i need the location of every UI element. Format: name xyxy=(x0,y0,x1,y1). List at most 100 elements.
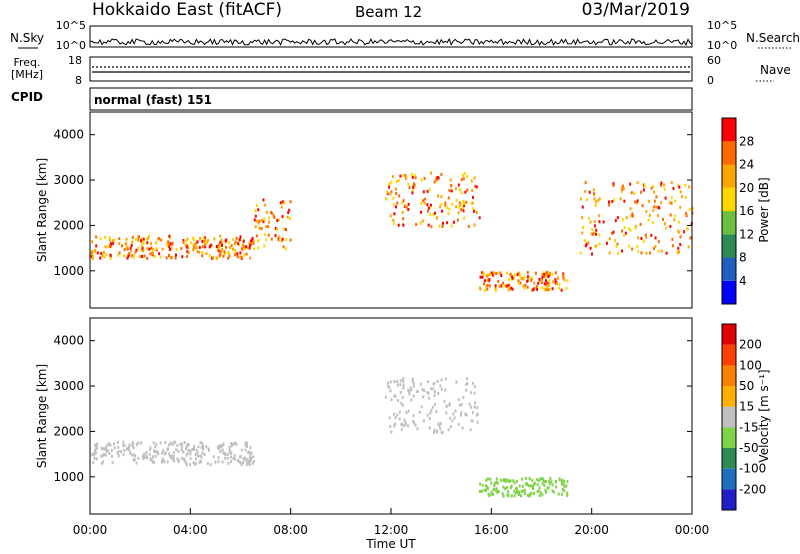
colorbar-tick-label: -200 xyxy=(739,482,766,496)
data-cell xyxy=(175,253,177,257)
data-cell xyxy=(135,238,137,241)
data-cell xyxy=(466,381,469,385)
data-cell xyxy=(597,214,600,218)
data-cell xyxy=(127,254,130,258)
data-cell xyxy=(633,192,636,195)
data-cell xyxy=(540,477,543,481)
data-cell xyxy=(95,235,98,239)
data-cell xyxy=(403,418,406,422)
data-cell xyxy=(288,208,291,212)
data-cell xyxy=(131,240,134,244)
data-cell xyxy=(248,462,251,466)
data-cell xyxy=(637,249,640,253)
data-cell xyxy=(591,227,594,231)
data-cell xyxy=(426,413,429,417)
data-cell xyxy=(218,444,221,448)
data-cell xyxy=(113,238,116,242)
data-cell xyxy=(193,238,196,242)
data-cell xyxy=(189,463,192,467)
data-cell xyxy=(479,287,482,291)
noise-panel: N.Sky 10^5 10^0 10^5 10^0 N.Search xyxy=(10,19,800,52)
colorbar-segment xyxy=(722,187,736,212)
data-cell xyxy=(451,202,454,206)
velocity-scatter xyxy=(91,377,569,498)
data-cell xyxy=(687,245,690,249)
data-cell xyxy=(164,451,167,455)
data-cell xyxy=(176,457,179,461)
data-cell xyxy=(289,238,292,242)
data-cell xyxy=(208,245,211,249)
data-cell xyxy=(645,210,648,213)
colorbar-frame xyxy=(721,323,737,511)
data-cell xyxy=(679,243,682,246)
data-cell xyxy=(411,379,414,383)
data-cell xyxy=(279,201,282,205)
data-cell xyxy=(677,246,680,250)
data-cell xyxy=(526,279,529,283)
data-cell xyxy=(254,214,257,218)
data-cell xyxy=(558,477,561,481)
data-cell xyxy=(256,219,259,223)
data-cell xyxy=(248,450,251,454)
data-cell xyxy=(524,283,527,287)
data-cell xyxy=(242,461,244,465)
data-cell xyxy=(419,382,422,386)
data-cell xyxy=(642,239,645,243)
data-cell xyxy=(116,451,119,455)
data-cell xyxy=(449,416,452,420)
data-cell xyxy=(471,201,474,205)
data-cell xyxy=(597,199,600,203)
data-cell xyxy=(167,447,170,451)
data-cell xyxy=(439,427,442,431)
data-cell xyxy=(481,275,484,279)
data-cell xyxy=(146,238,148,242)
data-cell xyxy=(394,394,397,398)
colorbar-segment xyxy=(722,386,736,407)
data-cell xyxy=(515,490,518,494)
data-cell xyxy=(249,446,252,450)
data-cell xyxy=(624,231,627,235)
data-cell xyxy=(541,493,544,497)
data-cell xyxy=(252,239,255,243)
data-cell xyxy=(492,273,494,277)
data-cell xyxy=(437,422,440,426)
x-tick-label: 04:00 xyxy=(173,523,208,537)
data-cell xyxy=(151,252,154,256)
data-cell xyxy=(490,481,493,485)
x-tick-label: 20:00 xyxy=(574,523,609,537)
data-cell xyxy=(540,281,543,284)
data-cell xyxy=(184,243,187,247)
data-cell xyxy=(407,388,410,392)
data-cell xyxy=(102,460,104,464)
data-cell xyxy=(490,271,493,275)
data-cell xyxy=(445,411,448,415)
data-cell xyxy=(129,249,132,253)
data-cell xyxy=(172,454,175,458)
data-cell xyxy=(181,255,184,259)
freq-panel-frame xyxy=(89,56,693,82)
data-cell xyxy=(465,200,468,204)
data-cell xyxy=(191,236,194,240)
data-cell xyxy=(424,197,427,201)
data-cell xyxy=(196,451,199,455)
data-cell xyxy=(652,208,655,212)
y-tick-label: 4000 xyxy=(53,334,84,348)
data-cell xyxy=(422,190,425,194)
data-cell xyxy=(436,380,439,383)
data-cell xyxy=(228,254,231,258)
data-cell xyxy=(457,183,460,187)
data-cell xyxy=(500,274,503,277)
data-cell xyxy=(389,214,392,218)
data-cell xyxy=(187,251,190,255)
data-cell xyxy=(441,209,444,213)
data-cell xyxy=(494,288,497,292)
data-cell xyxy=(287,211,290,214)
data-cell xyxy=(235,442,238,446)
data-cell xyxy=(386,190,389,194)
data-cell xyxy=(387,381,390,385)
data-cell xyxy=(412,414,415,418)
data-cell xyxy=(486,283,489,287)
data-cell xyxy=(621,218,624,222)
data-cell xyxy=(689,236,692,240)
data-cell xyxy=(433,394,436,397)
